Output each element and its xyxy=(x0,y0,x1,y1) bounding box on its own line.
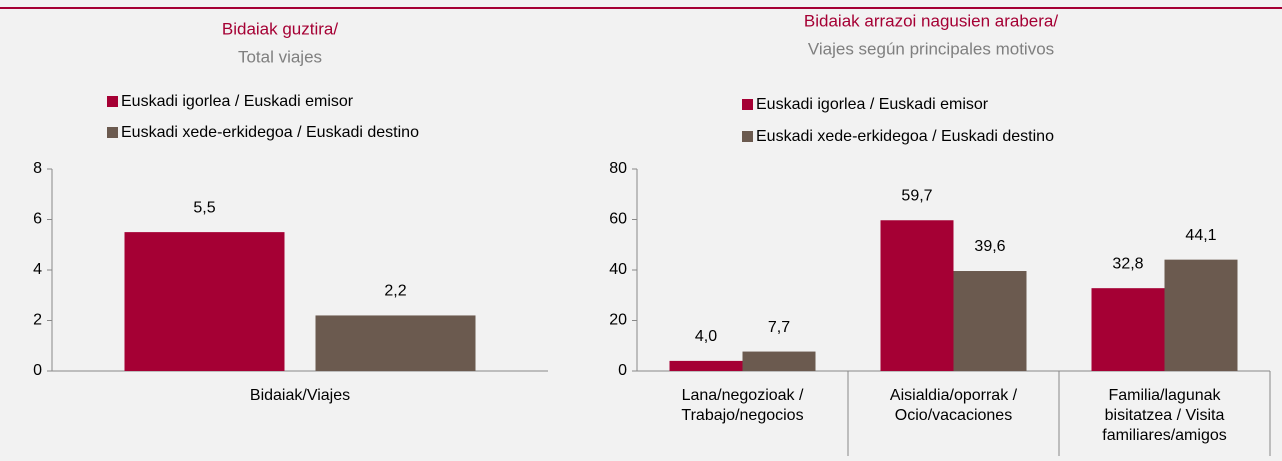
bar xyxy=(742,351,816,371)
chart-title: Bidaiak arrazoi nagusien arabera/ xyxy=(804,11,1058,30)
y-tick-label: 60 xyxy=(609,211,627,228)
data-label: 44,1 xyxy=(1185,227,1216,244)
data-label: 7,7 xyxy=(768,319,790,336)
bar xyxy=(880,220,954,371)
data-label: 32,8 xyxy=(1112,255,1143,272)
data-label: 59,7 xyxy=(901,187,932,204)
data-label: 5,5 xyxy=(193,199,215,216)
legend-swatch xyxy=(742,99,753,110)
x-tick-label: Aisialdia/oporrak / Ocio/vacaciones xyxy=(890,387,1018,424)
legend-swatch xyxy=(107,96,118,107)
bar xyxy=(315,315,476,371)
data-label: 39,6 xyxy=(974,238,1005,255)
legend-label: Euskadi xede-erkidegoa / Euskadi destino xyxy=(121,124,419,141)
x-tick-label: Lana/negozioak / Trabajo/negocios xyxy=(681,387,804,424)
y-tick-label: 4 xyxy=(33,261,42,278)
y-tick-label: 0 xyxy=(33,362,42,379)
chart-subtitle: Total viajes xyxy=(238,47,322,66)
x-tick-label: Bidaiak/Viajes xyxy=(250,387,350,404)
data-label: 4,0 xyxy=(695,328,717,345)
y-tick-label: 20 xyxy=(609,312,627,329)
y-tick-label: 2 xyxy=(33,312,42,329)
legend-swatch xyxy=(107,127,118,138)
chart-subtitle: Viajes según principales motivos xyxy=(808,39,1054,58)
y-tick-label: 6 xyxy=(33,211,42,228)
bar xyxy=(1091,288,1165,371)
y-tick-label: 8 xyxy=(33,160,42,177)
legend-swatch xyxy=(742,131,753,142)
legend-label: Euskadi xede-erkidegoa / Euskadi destino xyxy=(756,128,1054,145)
legend-label: Euskadi igorlea / Euskadi emisor xyxy=(121,93,354,110)
legend-label: Euskadi igorlea / Euskadi emisor xyxy=(756,96,989,113)
chart-title: Bidaiak guztira/ xyxy=(222,19,339,38)
bar xyxy=(669,360,743,371)
bar xyxy=(1164,259,1238,371)
data-label: 2,2 xyxy=(384,283,406,300)
x-tick-label: Familia/lagunak bisitatzea / Visita famili… xyxy=(1102,387,1226,444)
y-tick-label: 0 xyxy=(618,362,627,379)
bar xyxy=(124,232,285,371)
y-tick-label: 40 xyxy=(609,261,627,278)
bar xyxy=(953,271,1027,371)
y-tick-label: 80 xyxy=(609,160,627,177)
